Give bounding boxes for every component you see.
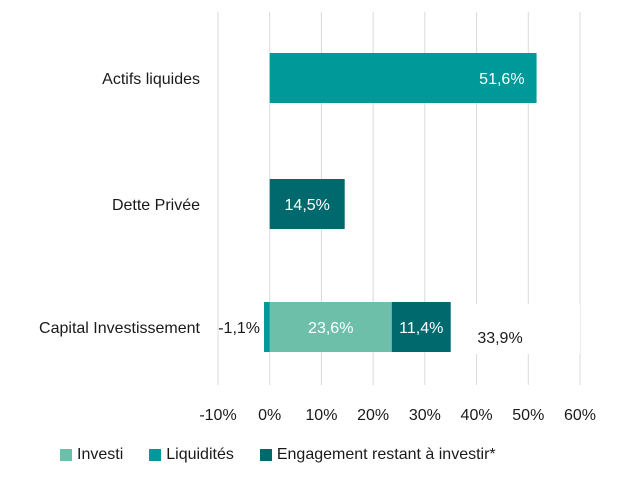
x-tick-label: 40% (461, 407, 493, 424)
bar-liquidites (269, 53, 537, 103)
legend-item-engagement: Engagement restant à investir* (259, 446, 496, 464)
category-label: Capital Investissement (39, 320, 201, 337)
x-tick-label: 30% (409, 407, 441, 424)
bar-engagement-restant-a-investir (391, 302, 451, 352)
legend-label-investi: Investi (77, 446, 124, 463)
data-label: 14,5% (285, 197, 330, 214)
x-tick-label: 10% (305, 407, 337, 424)
legend-item-liquidites: Liquidités (149, 446, 234, 464)
legend-label-liquidites: Liquidités (166, 446, 234, 463)
legend-swatch-engagement (259, 449, 272, 461)
bar-liquidites (264, 302, 270, 352)
category-label: Actifs liquides (102, 71, 200, 88)
category-label: Dette Privée (112, 197, 200, 214)
legend-item-investi: Investi (60, 446, 123, 464)
legend-swatch-investi (60, 449, 72, 461)
bar-chart: 51,6% 14,5% -1,1% 23,6% 11,4% 33,9% Actifs li… (39, 12, 596, 424)
data-label: 23,6% (308, 320, 353, 337)
x-tick-label: -10% (199, 407, 236, 424)
bars (264, 53, 537, 352)
x-tick-label: 60% (564, 407, 596, 424)
x-tick-label: 50% (512, 407, 544, 424)
bar-labels: 51,6% 14,5% -1,1% 23,6% 11,4% 33,9% (218, 71, 580, 354)
bar-engagement-restant-a-investir (269, 179, 345, 229)
total-label-box (456, 304, 580, 354)
bar-investi (269, 302, 392, 352)
x-axis-ticks: -10% 0% 10% 20% 30% 40% 50% 60% (199, 407, 596, 424)
x-tick-label: 0% (258, 407, 281, 424)
legend-swatch-liquidites (149, 449, 162, 461)
data-label: 11,4% (399, 320, 443, 337)
category-labels: Actifs liquides Dette Privée Capital Inves… (39, 71, 201, 337)
legend-label-engagement: Engagement restant à investir* (276, 446, 496, 463)
x-tick-label: 20% (357, 407, 389, 424)
data-label: 51,6% (479, 71, 524, 88)
data-label: -1,1% (218, 320, 260, 337)
total-label: 33,9% (477, 330, 522, 347)
legend: Investi Liquidités Engagement restant à … (60, 446, 496, 464)
